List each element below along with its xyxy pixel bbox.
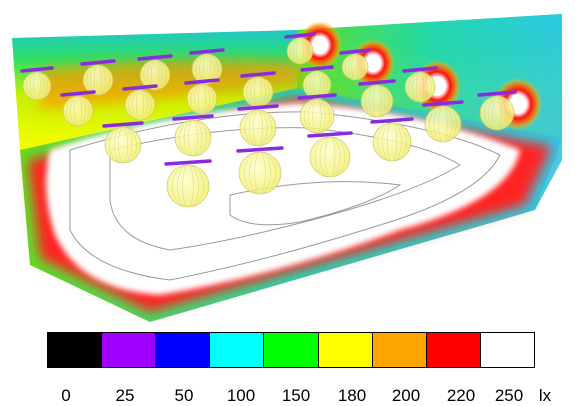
- luminaire-fixture: [189, 48, 225, 55]
- luminaire-fixture: [297, 93, 337, 100]
- luminaire-globe: [424, 105, 462, 143]
- colorbar-swatch-220: [426, 333, 481, 367]
- colorbar-unit: lx: [538, 386, 552, 405]
- luminaire-fixture: [184, 78, 220, 85]
- luminaire-globe: [372, 122, 412, 162]
- luminaire-fixture: [172, 114, 214, 121]
- colorbar-label-0: 0: [61, 386, 71, 405]
- colorbar-label-200: 200: [391, 386, 421, 405]
- luminaire-globe: [174, 119, 212, 157]
- luminaire-fixture: [422, 100, 464, 107]
- luminaire-globe: [309, 136, 351, 178]
- colorbar-swatch-250: [480, 333, 534, 367]
- luminaire-fixture: [80, 59, 116, 66]
- colorbar-swatch-0: [48, 333, 103, 367]
- colorbar-label-25: 25: [115, 386, 135, 405]
- colorbar-swatch-200: [372, 333, 427, 367]
- luminaire-fixture: [137, 54, 173, 61]
- globe-meridian: [66, 95, 90, 127]
- luminaire-fixture: [240, 71, 276, 78]
- globe-meridian: [86, 64, 110, 96]
- luminaire-globe: [404, 71, 436, 103]
- luminaire-globe: [341, 53, 369, 81]
- globe-meridian: [290, 37, 310, 65]
- illuminance-colorbar: [47, 332, 535, 368]
- globe-meridian: [179, 119, 207, 157]
- colorbar-labels: 0 25 50 100 150 180 200 220 250 lx: [0, 386, 575, 406]
- luminaire-globe: [82, 64, 114, 96]
- luminaire-globe: [238, 151, 282, 195]
- luminaire-globe: [22, 71, 52, 101]
- luminaire-globes: [22, 37, 515, 208]
- luminaire-fixture: [284, 32, 316, 39]
- illuminance-room-render: [12, 14, 562, 322]
- luminaire-fixture: [307, 131, 353, 138]
- globe-meridian: [314, 136, 346, 178]
- luminaire-fixture: [236, 146, 284, 153]
- colorbar-label-50: 50: [174, 386, 194, 405]
- luminaire-globe: [242, 76, 274, 108]
- globe-meridian: [304, 98, 330, 134]
- colorbar-swatch-180: [318, 333, 373, 367]
- luminaire-globe: [124, 89, 156, 121]
- luminaire-fixture: [122, 84, 158, 91]
- globe-meridian: [429, 105, 457, 143]
- luminaire-fixture: [370, 117, 414, 124]
- globe-meridian: [195, 53, 219, 85]
- luminaire-globe: [479, 95, 515, 131]
- colorbar-label-100: 100: [226, 386, 256, 405]
- globe-meridian: [143, 59, 167, 91]
- luminaire-globe: [299, 98, 335, 134]
- luminaire-fixture: [339, 48, 371, 55]
- globe-meridian: [190, 83, 214, 115]
- luminaire-fixture: [237, 104, 279, 111]
- globe-meridian: [364, 84, 390, 118]
- luminaire-fixture: [102, 121, 144, 128]
- colorbar-label-250: 250: [494, 386, 524, 405]
- luminaire-globe: [166, 164, 210, 208]
- globe-meridian: [244, 151, 276, 195]
- luminaire-globe: [286, 37, 314, 65]
- colorbar-swatch-25: [102, 333, 157, 367]
- colorbar-swatch-100: [210, 333, 265, 367]
- colorbar-label-150: 150: [281, 386, 311, 405]
- luminaire-globe: [360, 84, 394, 118]
- colorbar-swatch-150: [264, 333, 319, 367]
- luminaire-fixture: [20, 66, 54, 73]
- globe-meridian: [244, 109, 272, 147]
- globe-meridian: [172, 164, 204, 208]
- globe-meridian: [484, 95, 510, 131]
- luminaire-fixture: [358, 79, 396, 86]
- globe-meridian: [345, 53, 365, 81]
- luminaire-fixture: [402, 66, 438, 73]
- globe-meridian: [109, 126, 137, 164]
- luminaire-fixture: [60, 90, 96, 97]
- globe-meridian: [408, 71, 432, 103]
- luminaire-globe: [104, 126, 142, 164]
- luminaire-globe: [239, 109, 277, 147]
- globe-meridian: [26, 71, 48, 101]
- colorbar-label-220: 220: [446, 386, 476, 405]
- luminaire-fixture: [164, 159, 212, 166]
- luminaire-fixture: [300, 65, 334, 72]
- luminaire-globe: [62, 95, 94, 127]
- luminaire-fixtures: [20, 32, 517, 166]
- globe-meridian: [128, 89, 152, 121]
- globe-meridian: [377, 122, 407, 162]
- colorbar-swatch-50: [156, 333, 211, 367]
- colorbar-label-180: 180: [337, 386, 367, 405]
- luminaire-fixture: [477, 90, 517, 97]
- luminaire-globe: [186, 83, 218, 115]
